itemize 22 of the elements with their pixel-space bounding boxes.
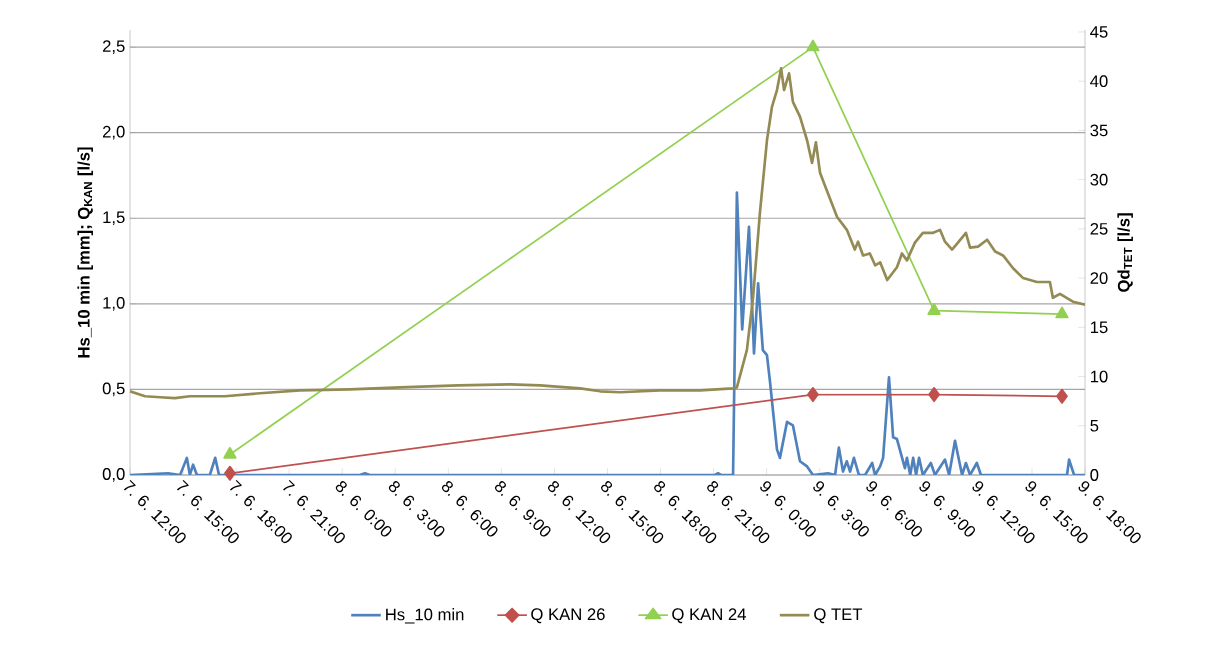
y-tick-label: 2,5 xyxy=(102,40,125,54)
y-tick-label: 2,0 xyxy=(102,125,125,140)
y-axis-title: Hs_10 min [mm]; Q$_{KAN}$ [l/s] xyxy=(77,147,93,358)
legend-label: Hs_10 min xyxy=(386,608,464,624)
y2-tick-label: 5 xyxy=(1090,419,1099,432)
legend-label: Q TET xyxy=(814,608,863,624)
y2-tick-label: 35 xyxy=(1090,124,1108,137)
y-tick-label: 0,0 xyxy=(102,468,125,482)
y2-tick-label: 25 xyxy=(1090,222,1108,235)
y2-tick-label: 45 xyxy=(1090,26,1108,38)
y2-tick-label: 10 xyxy=(1090,370,1108,383)
legend-label: Q KAN 26 xyxy=(531,608,605,624)
y-tick-label: 0,5 xyxy=(102,382,125,397)
y2-tick-label: 0 xyxy=(1090,469,1099,481)
y2-axis-title: Qd$_{TET}$ [l/s] xyxy=(1117,213,1133,292)
legend-label: Q KAN 24 xyxy=(672,608,746,624)
y2-tick-label: 20 xyxy=(1090,272,1108,284)
y-tick-label: 1,0 xyxy=(103,296,125,311)
y2-tick-label: 15 xyxy=(1090,321,1108,334)
y-tick-label: 1,5 xyxy=(103,211,125,226)
y2-tick-label: 30 xyxy=(1090,173,1108,186)
y2-tick-label: 40 xyxy=(1090,75,1108,88)
